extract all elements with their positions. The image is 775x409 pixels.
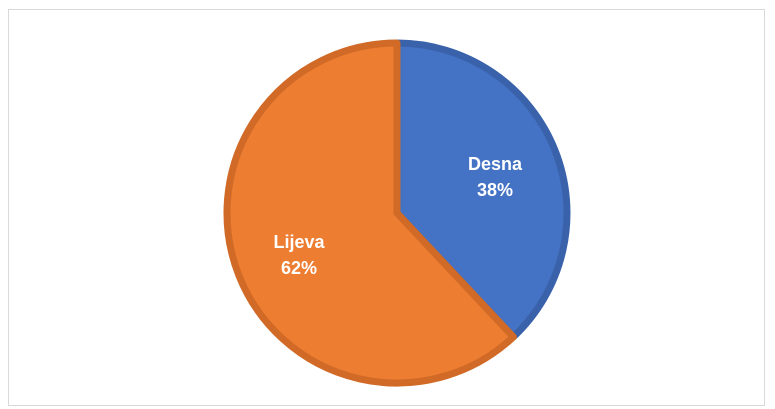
data-label-percent: 38% [477, 180, 513, 200]
slices-layer [223, 39, 571, 387]
data-label-category: Lijeva [273, 232, 325, 252]
pie-slice-lijeva [223, 39, 517, 387]
labels-layer: Desna 38% Lijeva 62% [273, 154, 523, 278]
pie-slice-desna [393, 39, 571, 341]
data-label-desna: Desna 38% [468, 154, 523, 200]
data-label-category: Desna [468, 154, 523, 174]
data-label-lijeva: Lijeva 62% [273, 232, 325, 278]
data-label-percent: 62% [281, 258, 317, 278]
